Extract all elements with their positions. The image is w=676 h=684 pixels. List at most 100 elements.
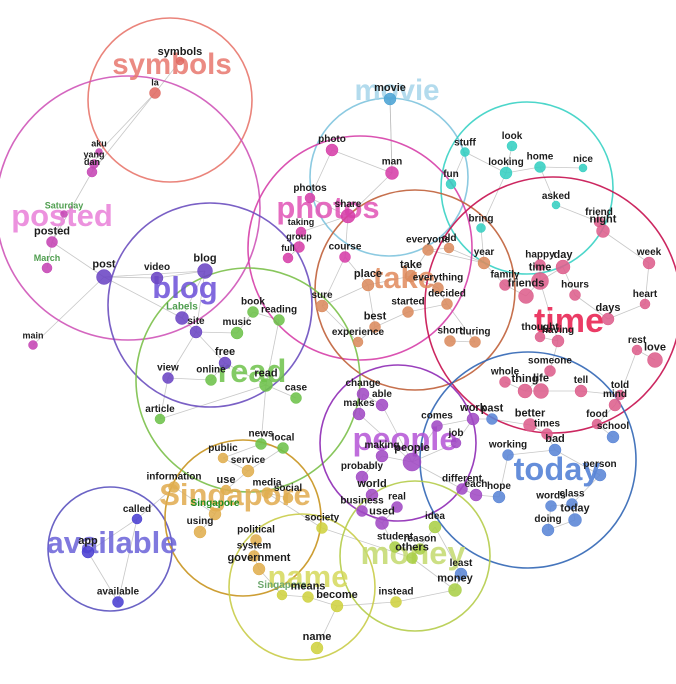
graph-node[interactable] <box>86 166 98 178</box>
graph-node[interactable] <box>259 378 273 392</box>
graph-node[interactable] <box>406 552 418 564</box>
graph-node[interactable] <box>277 442 289 454</box>
graph-node[interactable] <box>517 383 533 399</box>
graph-node[interactable] <box>448 583 462 597</box>
graph-node[interactable] <box>282 252 294 264</box>
graph-node[interactable] <box>614 389 626 401</box>
graph-node[interactable] <box>302 591 314 603</box>
graph-node[interactable] <box>574 384 588 398</box>
graph-node[interactable] <box>352 336 364 348</box>
graph-node[interactable] <box>295 226 307 238</box>
graph-node[interactable] <box>385 166 399 180</box>
graph-node[interactable] <box>631 344 643 356</box>
graph-node[interactable] <box>310 641 324 655</box>
graph-node[interactable] <box>131 513 143 525</box>
graph-node[interactable] <box>642 256 656 270</box>
graph-node[interactable] <box>304 192 316 204</box>
graph-node[interactable] <box>375 398 389 412</box>
graph-node[interactable] <box>60 210 68 218</box>
graph-node[interactable] <box>96 269 112 285</box>
graph-node[interactable] <box>647 352 663 368</box>
graph-node[interactable] <box>534 331 546 343</box>
graph-node[interactable] <box>456 483 468 495</box>
graph-node[interactable] <box>316 522 328 534</box>
graph-node[interactable] <box>551 334 565 348</box>
graph-node[interactable] <box>608 398 622 412</box>
graph-node[interactable] <box>150 271 164 285</box>
graph-node[interactable] <box>555 259 571 275</box>
graph-node[interactable] <box>533 383 549 399</box>
graph-node[interactable] <box>544 365 556 377</box>
graph-node[interactable] <box>189 325 203 339</box>
graph-node[interactable] <box>441 298 453 310</box>
graph-node[interactable] <box>315 299 329 313</box>
graph-node[interactable] <box>375 516 389 530</box>
graph-node[interactable] <box>247 306 259 318</box>
graph-node[interactable] <box>330 599 344 613</box>
graph-node[interactable] <box>217 452 229 464</box>
graph-node[interactable] <box>404 269 418 283</box>
graph-node[interactable] <box>466 412 480 426</box>
graph-node[interactable] <box>112 596 124 608</box>
graph-node[interactable] <box>282 492 294 504</box>
graph-node[interactable] <box>197 263 213 279</box>
graph-node[interactable] <box>325 143 339 157</box>
graph-node[interactable] <box>606 430 620 444</box>
graph-node[interactable] <box>356 505 368 517</box>
graph-node[interactable] <box>28 340 38 350</box>
graph-node[interactable] <box>81 545 95 559</box>
graph-node[interactable] <box>175 56 185 66</box>
graph-node[interactable] <box>548 443 562 457</box>
graph-node[interactable] <box>356 387 370 401</box>
graph-node[interactable] <box>218 356 232 370</box>
graph-node[interactable] <box>443 242 455 254</box>
graph-node[interactable] <box>591 418 603 430</box>
graph-node[interactable] <box>205 374 217 386</box>
graph-node[interactable] <box>149 87 161 99</box>
graph-node[interactable] <box>46 236 58 248</box>
graph-node[interactable] <box>276 589 288 601</box>
graph-node[interactable] <box>261 487 273 499</box>
graph-node[interactable] <box>432 282 444 294</box>
graph-node[interactable] <box>541 523 555 537</box>
graph-node[interactable] <box>422 244 434 256</box>
graph-node[interactable] <box>220 484 232 496</box>
graph-node[interactable] <box>551 200 561 210</box>
graph-node[interactable] <box>566 498 578 510</box>
graph-node[interactable] <box>469 488 483 502</box>
graph-node[interactable] <box>248 550 260 562</box>
graph-node[interactable] <box>506 140 518 152</box>
graph-node[interactable] <box>365 488 379 502</box>
graph-node[interactable] <box>402 306 414 318</box>
graph-node[interactable] <box>389 541 401 553</box>
graph-node[interactable] <box>293 241 305 253</box>
graph-node[interactable] <box>252 562 266 576</box>
graph-node[interactable] <box>499 279 511 291</box>
graph-node[interactable] <box>250 534 262 546</box>
graph-node[interactable] <box>568 513 582 527</box>
graph-node[interactable] <box>541 428 553 440</box>
graph-node[interactable] <box>534 161 546 173</box>
graph-node[interactable] <box>518 288 534 304</box>
graph-node[interactable] <box>41 262 53 274</box>
graph-node[interactable] <box>290 392 302 404</box>
graph-node[interactable] <box>531 272 549 290</box>
graph-node[interactable] <box>492 490 506 504</box>
graph-node[interactable] <box>454 567 468 581</box>
graph-node[interactable] <box>352 407 366 421</box>
graph-node[interactable] <box>596 224 610 238</box>
graph-node[interactable] <box>593 468 607 482</box>
graph-node[interactable] <box>355 470 369 484</box>
graph-node[interactable] <box>340 208 356 224</box>
graph-node[interactable] <box>476 223 486 233</box>
graph-node[interactable] <box>208 507 222 521</box>
graph-node[interactable] <box>162 372 174 384</box>
graph-node[interactable] <box>339 251 351 263</box>
graph-node[interactable] <box>444 335 456 347</box>
graph-node[interactable] <box>523 418 537 432</box>
graph-node[interactable] <box>431 420 443 432</box>
graph-node[interactable] <box>193 525 207 539</box>
graph-node[interactable] <box>445 178 457 190</box>
graph-node[interactable] <box>168 481 180 493</box>
graph-node[interactable] <box>499 166 513 180</box>
